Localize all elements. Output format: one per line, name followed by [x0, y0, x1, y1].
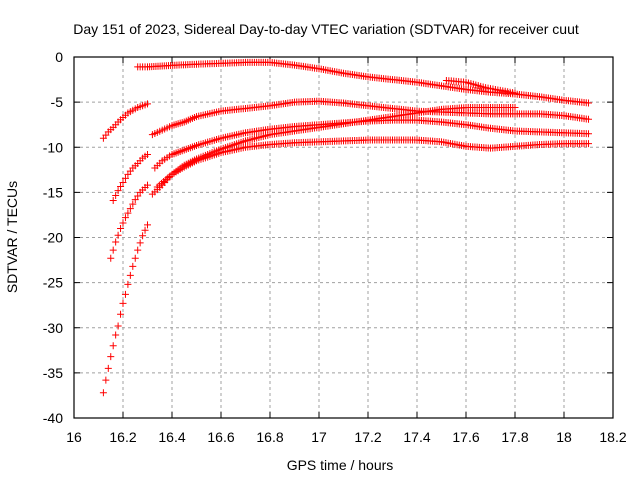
x-tick-label: 17.6 — [452, 429, 479, 445]
satellite-track-6 — [107, 181, 151, 262]
data-point — [144, 181, 151, 189]
data-point — [112, 331, 120, 339]
satellite-track-9 — [99, 221, 151, 397]
data-point — [121, 174, 129, 182]
y-tick-label: -15 — [43, 184, 63, 200]
data-point — [119, 219, 127, 227]
x-axis-label: GPS time / hours — [287, 457, 394, 473]
y-tick-label: 0 — [55, 49, 63, 65]
data-point — [102, 376, 110, 384]
x-tick-label: 16.2 — [109, 429, 136, 445]
y-tick-label: -5 — [51, 94, 64, 110]
x-tick-label: 16.6 — [207, 429, 234, 445]
data-point — [585, 140, 592, 148]
data-point — [107, 353, 115, 361]
y-tick-label: -20 — [43, 230, 63, 246]
x-tick-label: 18.2 — [599, 429, 626, 445]
data-point — [119, 299, 127, 307]
data-point — [139, 232, 147, 240]
data-point — [99, 389, 107, 397]
data-point — [511, 89, 519, 97]
data-point — [144, 100, 151, 108]
y-tick-labels: 0 -5 -10 -15 -20 -25 -30 -35 -40 — [43, 49, 63, 426]
data-point — [136, 239, 144, 247]
data-point — [104, 364, 112, 372]
satellite-track-2 — [134, 58, 592, 107]
data-point — [109, 196, 117, 204]
data-point — [126, 271, 134, 279]
data-point — [124, 209, 132, 217]
data-point — [134, 246, 142, 254]
y-axis-label: SDTVAR / TECUs — [4, 181, 20, 293]
data-point — [121, 214, 129, 222]
grid — [74, 57, 613, 418]
data-point — [144, 221, 151, 229]
y-tick-label: -30 — [43, 320, 63, 336]
data-point — [585, 115, 592, 123]
y-tick-label: -35 — [43, 365, 63, 381]
data-point — [109, 342, 117, 350]
data-point — [109, 246, 117, 254]
x-tick-label: 17.8 — [501, 429, 528, 445]
satellite-track-10 — [442, 76, 519, 97]
data-point — [511, 104, 519, 112]
plot-frame — [73, 56, 614, 419]
x-tick-label: 17 — [311, 429, 327, 445]
x-tick-labels: 16 16.2 16.4 16.6 16.8 17 17.2 17.4 17.6 17.8 18 18… — [66, 429, 627, 445]
data-point — [114, 187, 122, 195]
data-points — [99, 58, 592, 397]
data-point — [126, 205, 134, 213]
data-point — [114, 322, 122, 330]
x-tick-label: 16.8 — [256, 429, 283, 445]
x-tick-label: 16 — [66, 429, 82, 445]
x-tick-label: 16.4 — [158, 429, 185, 445]
data-point — [131, 254, 139, 262]
data-point — [112, 192, 120, 200]
y-tick-label: -10 — [43, 139, 63, 155]
data-point — [585, 130, 592, 138]
data-point — [134, 192, 142, 200]
data-point — [129, 200, 137, 208]
satellite-track-1 — [99, 100, 151, 142]
satellite-track-7 — [148, 104, 519, 198]
y-tick-label: -25 — [43, 275, 63, 291]
y-tick-label: -40 — [43, 410, 63, 426]
data-point — [117, 183, 125, 191]
data-point — [585, 99, 592, 107]
x-tick-label: 17.4 — [403, 429, 430, 445]
data-point — [112, 238, 120, 246]
data-point — [117, 310, 125, 318]
data-point — [141, 226, 149, 234]
data-point — [107, 254, 115, 262]
chart-title: Day 151 of 2023, Sidereal Day-to-day VTE… — [73, 21, 579, 37]
x-tick-label: 18 — [556, 429, 572, 445]
data-point — [117, 224, 125, 232]
data-point — [144, 150, 151, 158]
data-point — [129, 262, 137, 270]
x-tick-label: 17.2 — [354, 429, 381, 445]
satellite-track-4 — [109, 150, 151, 204]
data-point — [114, 231, 122, 239]
data-point — [124, 280, 132, 288]
satellite-track-8 — [153, 136, 592, 191]
data-point — [131, 196, 139, 204]
data-point — [119, 178, 127, 186]
data-point — [121, 290, 129, 298]
